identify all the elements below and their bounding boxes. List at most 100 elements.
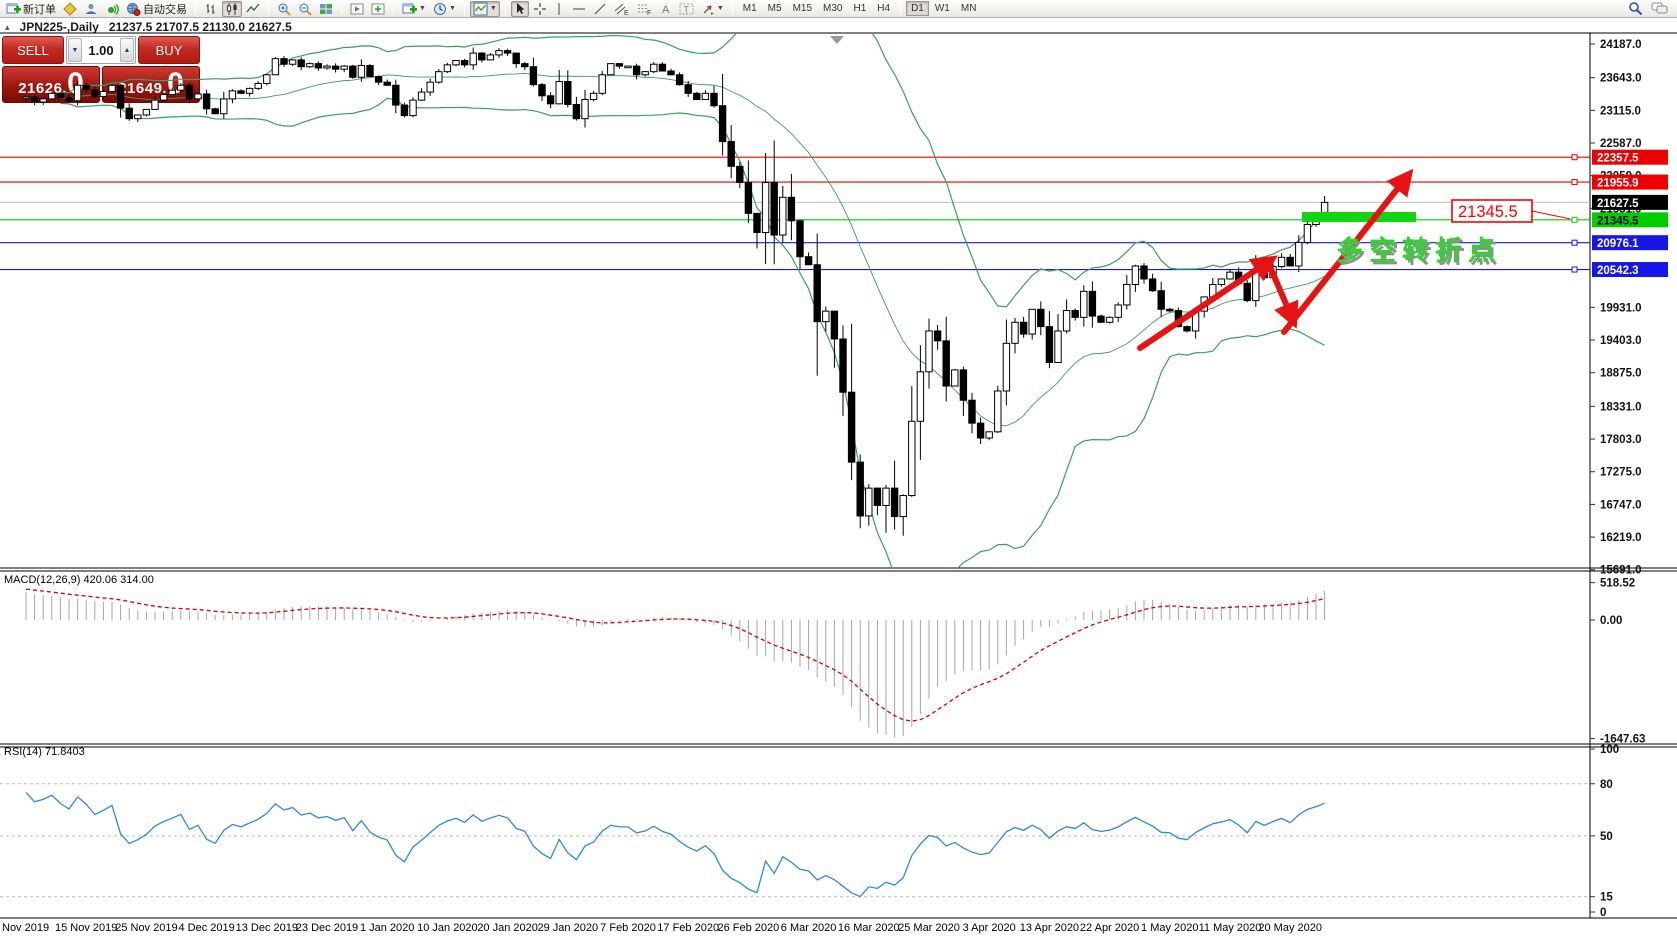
trend-arrow [1137,255,1278,351]
tab-h1[interactable]: H1 [853,3,867,14]
metaeditor-button[interactable] [60,1,80,17]
fibonacci-button[interactable]: F [634,1,656,17]
bear-candle [211,108,219,115]
line-chart-button[interactable] [243,1,263,17]
x-axis-label: 22 Apr 2020 [1080,922,1139,934]
buy-price-tile[interactable]: 21649. 0 [102,66,200,103]
bull-candle [1062,310,1071,332]
autotrading-label: 自动交易 [143,3,187,16]
text-label-button[interactable]: T [676,1,697,17]
bull-candle [607,63,615,76]
bear-candle [770,181,778,236]
bull-candle [1303,224,1312,243]
volume-field[interactable]: ▼ 1.00 ▲ [66,36,136,64]
sell-button[interactable]: SELL [2,36,64,64]
bull-candle [1011,321,1019,344]
macd-signal-line [25,588,1325,722]
chat-icon[interactable] [1651,1,1668,16]
tab-m30[interactable]: M30 [823,3,843,14]
bull-candle [245,87,254,94]
x-axis-label: Nov 2019 [2,922,49,934]
equidistant-channel-button[interactable]: E [611,1,633,17]
bull-candle [1217,278,1226,286]
bear-candle [796,220,804,258]
chart-title: ▴ JPN225-,Daily 21237.5 21707.5 21130.0 … [5,20,292,34]
one-click-trade-panel: SELL ▼ 1.00 ▲ BUY 21626. 0 21649. 0 [2,36,200,103]
bar-chart-button[interactable] [201,1,221,17]
volume-value[interactable]: 1.00 [88,42,114,58]
profile-button[interactable] [81,1,101,17]
trendline-button[interactable] [590,1,610,17]
candle-chart-button[interactable] [222,0,242,17]
bear-candle [933,330,942,342]
tile-windows-icon [320,3,332,14]
bear-candle [1088,290,1097,317]
sell-price-tile[interactable]: 21626. 0 [2,66,100,103]
search-icon[interactable] [1628,1,1643,16]
market-watch-button[interactable] [102,1,122,17]
indicators-button[interactable]: ▼ [469,0,500,17]
collapse-triangle-icon[interactable]: ▴ [5,21,10,32]
volume-decrease-button[interactable]: ▼ [68,38,82,62]
y-axis-tick: 18875.0 [1600,368,1642,380]
zoom-out-button[interactable] [295,1,315,17]
ohlc-values: 21237.5 21707.5 21130.0 21627.5 [108,20,292,34]
tab-mn[interactable]: MN [960,3,977,14]
horizontal-line-button[interactable] [569,1,589,17]
bear-candle [366,64,374,78]
autotrading-button[interactable]: 自动交易 [123,1,190,17]
tile-windows-button[interactable] [316,1,336,17]
bull-candle [1295,241,1303,267]
bull-candle [357,64,366,78]
new-order-button[interactable]: 新订单 [3,1,59,17]
x-axis-label: 16 Mar 2020 [838,922,900,934]
buy-button[interactable]: BUY [138,36,200,64]
bear-candle [1019,321,1028,335]
autotrading-icon [127,2,141,16]
zoom-in-button[interactable] [274,1,294,17]
x-axis-label: 20 May 2020 [1258,922,1322,934]
new-chart-button[interactable]: ▼ [399,1,429,17]
chart-shift-button[interactable] [347,1,367,17]
chart-autoscroll-button[interactable] [368,1,388,17]
bear-candle [400,104,409,117]
x-axis-label: 25 Mar 2020 [898,922,960,934]
tab-m15[interactable]: M15 [792,3,813,14]
bull-candle [822,310,830,323]
equidistant-channel-icon: E [614,3,629,16]
vertical-line-button[interactable] [551,1,568,17]
toolbar-separator [463,2,465,15]
x-axis-label: 29 Jan 2020 [538,922,599,934]
arrows-button[interactable]: ▼ [698,1,727,17]
bull-candle [908,420,916,497]
cursor-button[interactable] [510,0,529,17]
bear-candle [1045,326,1054,364]
bear-candle [1037,308,1045,328]
tab-w1[interactable]: W1 [934,3,950,14]
rsi-plot: 100 80 50 15 0 [0,744,1619,919]
zoom-in-icon [278,3,291,16]
tab-m5[interactable]: M5 [767,3,782,14]
bear-candle [710,92,718,107]
y-axis-tick: 18331.0 [1600,401,1642,413]
bull-candle [1080,290,1088,318]
price-scale-label: 22357.5 [1597,153,1639,165]
bear-candle [564,81,572,105]
volume-increase-button[interactable]: ▲ [120,38,134,62]
tab-m1[interactable]: M1 [742,3,757,14]
rsi-scale-tick: 0 [1600,907,1606,919]
text-button[interactable]: A [657,1,675,17]
bear-candle [374,76,383,83]
tab-d1[interactable]: D1 [906,1,929,16]
tab-h4[interactable]: H4 [877,3,891,14]
new-order-icon [6,3,21,13]
bear-candle [856,461,864,517]
bear-candle [1157,290,1165,310]
bull-candle [779,196,787,236]
periods-button[interactable]: ▼ [430,1,459,17]
crosshair-button[interactable] [530,1,550,17]
bull-candle [555,81,563,105]
bull-candle [486,54,495,61]
